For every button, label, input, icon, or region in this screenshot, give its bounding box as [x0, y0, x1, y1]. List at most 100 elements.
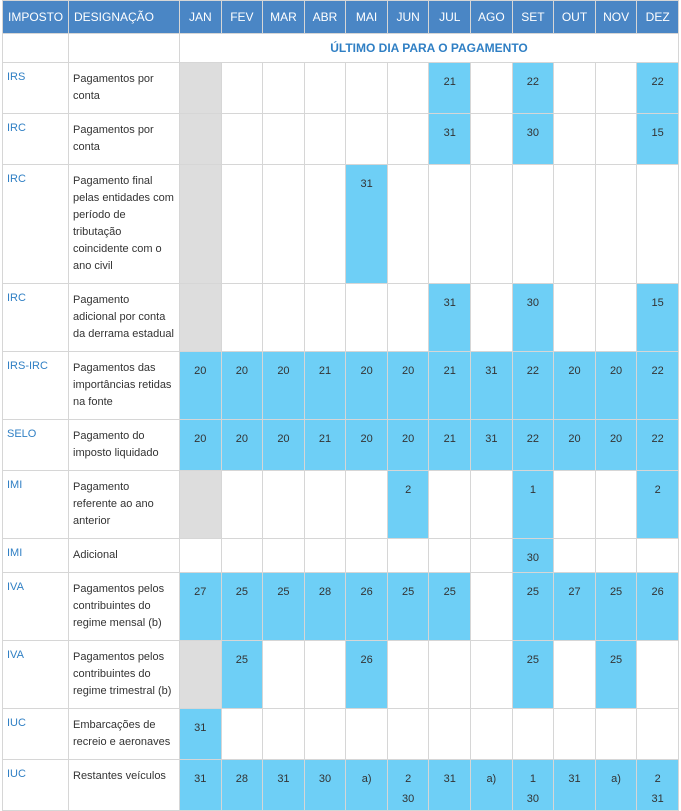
empty-cell	[470, 640, 513, 709]
tax-description: Restantes veículos	[68, 759, 180, 811]
empty-cell	[428, 708, 472, 760]
due-day: 31	[470, 351, 513, 420]
due-day: 26	[345, 572, 388, 641]
empty-cell	[428, 640, 472, 709]
empty-cell	[386, 538, 430, 573]
empty-cell	[2, 33, 69, 63]
empty-cell	[553, 708, 596, 760]
due-day: 20	[594, 351, 638, 420]
empty-cell	[179, 283, 222, 352]
due-day: 20	[386, 351, 430, 420]
due-day: 20	[386, 419, 430, 471]
empty-cell	[303, 538, 347, 573]
empty-cell	[636, 164, 679, 284]
empty-cell	[345, 113, 388, 165]
column-header: DESIGNAÇÃO	[68, 0, 180, 34]
tax-name: IVA	[2, 640, 69, 709]
due-day: 31	[553, 759, 596, 811]
empty-cell	[303, 164, 347, 284]
tax-description: Pagamento do imposto liquidado	[68, 419, 180, 471]
due-day: 25	[220, 572, 264, 641]
tax-row: IMI Adicional 30	[2, 538, 679, 573]
tax-name: IRC	[2, 164, 69, 284]
tax-name: IRS	[2, 62, 69, 114]
due-day: 20	[345, 419, 388, 471]
due-day: 22	[511, 419, 555, 471]
due-day: 21	[428, 62, 472, 114]
tax-row: IRS Pagamentos por conta 21 22 22	[2, 62, 679, 114]
empty-cell	[470, 708, 513, 760]
due-day: 31	[470, 419, 513, 471]
tax-name: IRC	[2, 113, 69, 165]
empty-cell	[303, 62, 347, 114]
column-header: IMPOSTO	[2, 0, 69, 34]
empty-cell	[428, 470, 472, 539]
column-header: AGO	[470, 0, 513, 34]
empty-cell	[470, 538, 513, 573]
due-day: 28	[220, 759, 264, 811]
tax-description: Pagamentos pelos contribuintes do regime…	[68, 572, 180, 641]
due-day: 31	[428, 113, 472, 165]
tax-row: IMI Pagamento referente ao ano anterior 2 1…	[2, 470, 679, 539]
empty-cell	[594, 113, 638, 165]
empty-cell	[220, 62, 264, 114]
due-day: 30	[511, 113, 555, 165]
empty-cell	[470, 164, 513, 284]
empty-cell	[386, 640, 430, 709]
column-header: JAN	[179, 0, 222, 34]
empty-cell	[345, 538, 388, 573]
empty-cell	[470, 283, 513, 352]
empty-cell	[303, 640, 347, 709]
due-day: 30	[303, 759, 347, 811]
tax-name: IRS-IRC	[2, 351, 69, 420]
due-day: 20	[220, 351, 264, 420]
header-row: IMPOSTO DESIGNAÇÃO JAN FEV MAR ABR MAI JUN JUL AG…	[2, 0, 679, 34]
due-day: 20	[345, 351, 388, 420]
empty-cell	[594, 470, 638, 539]
column-header: OUT	[553, 0, 596, 34]
due-day: 30	[511, 538, 555, 573]
due-day: 20	[553, 419, 596, 471]
column-header: JUL	[428, 0, 472, 34]
empty-cell	[345, 62, 388, 114]
empty-cell	[303, 283, 347, 352]
due-day: 21	[303, 419, 347, 471]
tax-row: IRS-IRC Pagamentos das importâncias retid…	[2, 351, 679, 420]
empty-cell	[345, 708, 388, 760]
due-day: 25	[262, 572, 305, 641]
column-header: ABR	[303, 0, 347, 34]
empty-cell	[386, 113, 430, 165]
subheader-row: ÚLTIMO DIA PARA O PAGAMENTO	[2, 33, 679, 63]
due-day: 26	[345, 640, 388, 709]
empty-cell	[68, 33, 180, 63]
due-day: 28	[303, 572, 347, 641]
due-day: 2 30	[386, 759, 430, 811]
empty-cell	[386, 708, 430, 760]
tax-description: Pagamentos pelos contribuintes do regime…	[68, 640, 180, 709]
due-day: 21	[428, 351, 472, 420]
empty-cell	[553, 164, 596, 284]
tax-name: IRC	[2, 283, 69, 352]
empty-cell	[262, 283, 305, 352]
empty-cell	[303, 113, 347, 165]
empty-cell	[553, 470, 596, 539]
due-day: 20	[220, 419, 264, 471]
empty-cell	[262, 470, 305, 539]
due-day: 25	[511, 572, 555, 641]
due-day: 31	[428, 759, 472, 811]
empty-cell	[636, 640, 679, 709]
due-day: a)	[470, 759, 513, 811]
due-day: 22	[636, 419, 679, 471]
due-day: 27	[553, 572, 596, 641]
empty-cell	[553, 113, 596, 165]
tax-name: IVA	[2, 572, 69, 641]
empty-cell	[470, 113, 513, 165]
due-day: 30	[511, 283, 555, 352]
empty-cell	[179, 62, 222, 114]
subheader: ÚLTIMO DIA PARA O PAGAMENTO	[179, 33, 679, 63]
empty-cell	[262, 62, 305, 114]
empty-cell	[636, 538, 679, 573]
tax-description: Embarcações de recreio e aeronaves	[68, 708, 180, 760]
empty-cell	[220, 708, 264, 760]
